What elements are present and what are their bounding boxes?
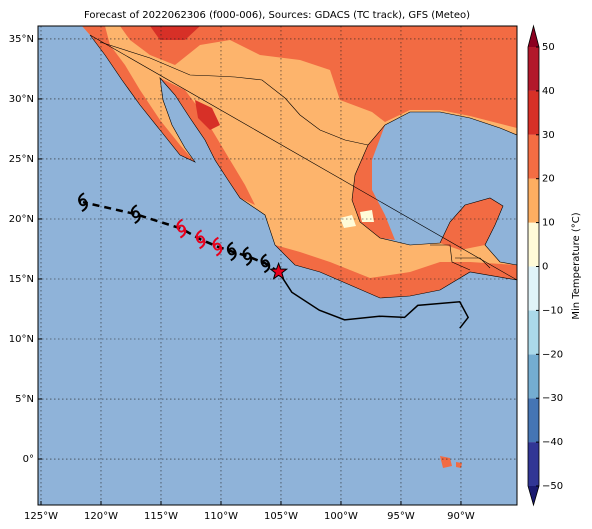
past-track: [277, 271, 470, 329]
y-tick-label: 35°N: [9, 34, 34, 45]
cyclone-symbol: [226, 241, 237, 262]
tracks: [78, 192, 470, 329]
colorbar-tick-label: −20: [542, 349, 563, 360]
x-tick-label: 95°W: [387, 511, 415, 522]
cyclone-symbol: [195, 229, 206, 250]
land: [82, 26, 517, 468]
y-tick-label: 25°N: [9, 154, 34, 165]
colorbar-band: [528, 222, 539, 267]
x-tick-label: 100°W: [324, 511, 358, 522]
colorbar-tick-label: 20: [542, 174, 555, 185]
colorbar-over: [528, 26, 539, 47]
cyclone-symbol: [242, 246, 253, 267]
colorbar-band: [528, 47, 539, 91]
current-position: [269, 261, 289, 280]
colorbar-tick-label: 50: [542, 42, 555, 53]
colorbar-under: [528, 486, 539, 505]
forecast-track: [82, 200, 280, 273]
cyclone-symbol: [212, 236, 223, 257]
colorbar-tick-label: −10: [542, 305, 563, 316]
borders: [82, 25, 518, 299]
y-tick-label: 30°N: [9, 94, 34, 105]
colorbar: −50 −40 −30 −20 −10 0 10 20 30 40 50: [527, 24, 563, 507]
cyclone-symbol: [176, 218, 187, 239]
x-tick-label: 110°W: [204, 511, 238, 522]
x-tick-label: 125°W: [24, 511, 58, 522]
colorbar-band: [528, 90, 539, 135]
cyclone-symbol: [130, 204, 141, 225]
map-frame: [37, 25, 518, 506]
colorbar-tick-label: 10: [542, 218, 555, 229]
colorbar-label: Min Temperature (°C): [571, 212, 582, 319]
grid: [38, 26, 517, 505]
colorbar-band: [528, 310, 539, 355]
colorbar-tick-label: −40: [542, 437, 563, 448]
colorbar-band: [528, 398, 539, 443]
y-tick-label: 0°: [23, 454, 34, 465]
colorbar-tick-label: −30: [542, 393, 563, 404]
y-tick-label: 15°N: [9, 274, 34, 285]
colorbar-band: [528, 442, 539, 486]
cyclone-symbol: [78, 192, 88, 213]
colorbar-band: [528, 266, 539, 311]
y-tick-label: 10°N: [9, 334, 34, 345]
y-tick-label: 5°N: [15, 394, 34, 405]
y-tick-label: 20°N: [9, 214, 34, 225]
x-tick-label: 90°W: [447, 511, 475, 522]
title: Forecast of 2022062306 (f000-006), Sourc…: [84, 10, 470, 21]
colorbar-tick-label: 40: [542, 86, 555, 97]
x-tick-label: 120°W: [84, 511, 118, 522]
colorbar-band: [528, 134, 539, 179]
colorbar-band: [528, 354, 539, 399]
colorbar-band: [528, 178, 539, 223]
colorbar-tick-label: −50: [542, 481, 563, 492]
x-tick-label: 105°W: [264, 511, 298, 522]
colorbar-tick-label: 30: [542, 130, 555, 141]
x-tick-label: 115°W: [144, 511, 178, 522]
colorbar-tick-label: 0: [542, 262, 548, 273]
cyclone-symbol: [260, 253, 271, 274]
